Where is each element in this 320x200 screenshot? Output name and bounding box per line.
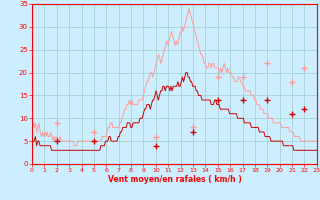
X-axis label: Vent moyen/en rafales ( km/h ): Vent moyen/en rafales ( km/h ) — [108, 175, 241, 184]
